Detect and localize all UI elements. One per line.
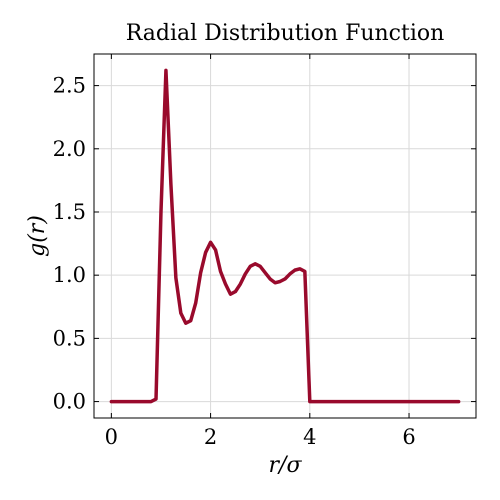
y-tick-label: 0.0	[53, 390, 86, 414]
x-tick-label: 6	[402, 425, 415, 449]
y-tick-label: 1.5	[53, 200, 86, 224]
plot-area	[109, 68, 461, 404]
x-axis: 0 2 4 6	[105, 54, 416, 449]
plot-frame	[93, 53, 477, 419]
chart-title: Radial Distribution Function	[126, 21, 445, 46]
x-tick-label: 4	[303, 425, 316, 449]
x-tick-label: 0	[105, 425, 118, 449]
y-tick-label: 0.5	[53, 326, 86, 350]
y-tick-label: 1.0	[53, 263, 86, 287]
x-tick-label: 2	[204, 425, 217, 449]
series-line	[109, 68, 461, 404]
y-axis-label: g(r)	[25, 215, 50, 257]
x-axis-label: r/σ	[269, 453, 303, 478]
y-tick-label: 2.0	[53, 137, 86, 161]
y-axis: 0.0 0.5 1.0 1.5 2.0 2.5	[53, 74, 476, 414]
y-tick-label: 2.5	[53, 74, 86, 98]
grid	[94, 54, 476, 418]
